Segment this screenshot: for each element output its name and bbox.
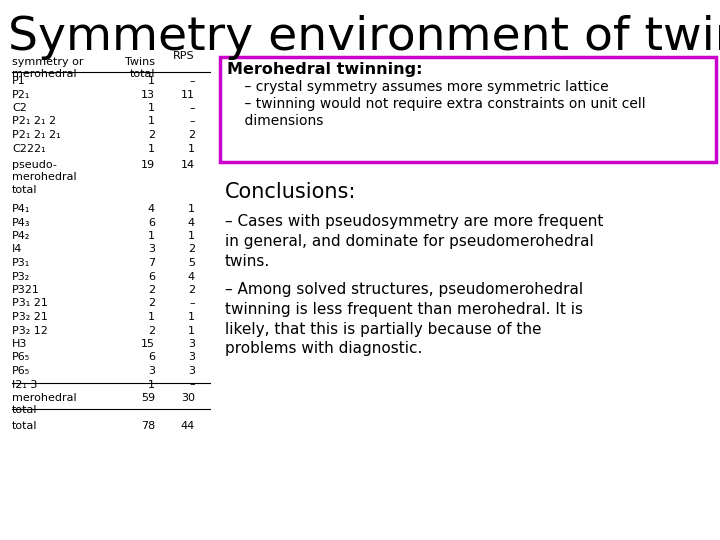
Text: –: – bbox=[189, 117, 195, 126]
Text: 4: 4 bbox=[148, 204, 155, 214]
Text: 1: 1 bbox=[188, 326, 195, 335]
Text: P3₁ 21: P3₁ 21 bbox=[12, 299, 48, 308]
Text: 1: 1 bbox=[188, 144, 195, 153]
Text: 2: 2 bbox=[188, 245, 195, 254]
Text: 3: 3 bbox=[148, 366, 155, 376]
Text: Symmetry environment of twinning: Symmetry environment of twinning bbox=[8, 15, 720, 60]
Text: H3: H3 bbox=[12, 339, 27, 349]
Text: I4: I4 bbox=[12, 245, 22, 254]
Text: 2: 2 bbox=[148, 326, 155, 335]
Text: P6₅: P6₅ bbox=[12, 353, 30, 362]
Text: –: – bbox=[189, 380, 195, 389]
Text: 78: 78 bbox=[140, 421, 155, 431]
Text: pseudo-
merohedral
total: pseudo- merohedral total bbox=[12, 160, 76, 195]
Text: symmetry or
merohedral: symmetry or merohedral bbox=[12, 57, 84, 79]
Text: P2₁: P2₁ bbox=[12, 90, 30, 99]
Text: 5: 5 bbox=[188, 258, 195, 268]
Text: C222₁: C222₁ bbox=[12, 144, 45, 153]
Text: 6: 6 bbox=[148, 353, 155, 362]
Text: 1: 1 bbox=[148, 117, 155, 126]
Text: 2: 2 bbox=[148, 299, 155, 308]
Text: P1: P1 bbox=[12, 76, 26, 86]
Text: 13: 13 bbox=[141, 90, 155, 99]
Text: 19: 19 bbox=[141, 160, 155, 170]
Text: RPS: RPS bbox=[174, 51, 195, 61]
Text: – Cases with pseudosymmetry are more frequent
in general, and dominate for pseud: – Cases with pseudosymmetry are more fre… bbox=[225, 214, 603, 268]
Text: 1: 1 bbox=[148, 76, 155, 86]
Text: P2₁ 2₁ 2₁: P2₁ 2₁ 2₁ bbox=[12, 130, 60, 140]
Text: merohedral
total: merohedral total bbox=[12, 393, 76, 415]
Text: 1: 1 bbox=[148, 231, 155, 241]
Text: Twins
total: Twins total bbox=[125, 57, 155, 79]
Text: –: – bbox=[189, 299, 195, 308]
Text: 2: 2 bbox=[188, 130, 195, 140]
Text: P4₁: P4₁ bbox=[12, 204, 30, 214]
Text: P3₁: P3₁ bbox=[12, 258, 30, 268]
Text: 6: 6 bbox=[148, 218, 155, 227]
Text: 7: 7 bbox=[148, 258, 155, 268]
Text: P4₂: P4₂ bbox=[12, 231, 30, 241]
Text: 11: 11 bbox=[181, 90, 195, 99]
Text: P3₂ 21: P3₂ 21 bbox=[12, 312, 48, 322]
Text: Conclusions:: Conclusions: bbox=[225, 182, 356, 202]
Text: – twinning would not require extra constraints on unit cell: – twinning would not require extra const… bbox=[227, 97, 646, 111]
Text: C2: C2 bbox=[12, 103, 27, 113]
Text: 2: 2 bbox=[148, 285, 155, 295]
Text: 15: 15 bbox=[141, 339, 155, 349]
Text: 6: 6 bbox=[148, 272, 155, 281]
Text: 44: 44 bbox=[181, 421, 195, 431]
Text: 14: 14 bbox=[181, 160, 195, 170]
Text: –: – bbox=[189, 76, 195, 86]
Text: dimensions: dimensions bbox=[227, 114, 323, 128]
Text: 1: 1 bbox=[148, 312, 155, 322]
Text: P3₂ 12: P3₂ 12 bbox=[12, 326, 48, 335]
Text: 3: 3 bbox=[148, 245, 155, 254]
Text: P321: P321 bbox=[12, 285, 40, 295]
Text: – crystal symmetry assumes more symmetric lattice: – crystal symmetry assumes more symmetri… bbox=[227, 80, 608, 94]
Text: total: total bbox=[12, 421, 37, 431]
Text: I2₁ 3: I2₁ 3 bbox=[12, 380, 37, 389]
Text: 4: 4 bbox=[188, 272, 195, 281]
Text: 30: 30 bbox=[181, 393, 195, 403]
Text: 1: 1 bbox=[188, 204, 195, 214]
Text: 3: 3 bbox=[188, 353, 195, 362]
Text: P2₁ 2₁ 2: P2₁ 2₁ 2 bbox=[12, 117, 56, 126]
Text: 59: 59 bbox=[141, 393, 155, 403]
Text: 2: 2 bbox=[148, 130, 155, 140]
Text: P6₅: P6₅ bbox=[12, 366, 30, 376]
Text: 1: 1 bbox=[148, 103, 155, 113]
Text: 1: 1 bbox=[188, 231, 195, 241]
Text: Merohedral twinning:: Merohedral twinning: bbox=[227, 62, 423, 77]
Text: 2: 2 bbox=[188, 285, 195, 295]
Text: 3: 3 bbox=[188, 366, 195, 376]
Text: P3₂: P3₂ bbox=[12, 272, 30, 281]
Text: 1: 1 bbox=[188, 312, 195, 322]
Text: 1: 1 bbox=[148, 144, 155, 153]
Text: 4: 4 bbox=[188, 218, 195, 227]
Text: 1: 1 bbox=[148, 380, 155, 389]
Text: –: – bbox=[189, 103, 195, 113]
Text: 3: 3 bbox=[188, 339, 195, 349]
Text: P4₃: P4₃ bbox=[12, 218, 30, 227]
FancyBboxPatch shape bbox=[220, 57, 716, 162]
Text: – Among solved structures, pseudomerohedral
twinning is less frequent than meroh: – Among solved structures, pseudomerohed… bbox=[225, 282, 583, 356]
